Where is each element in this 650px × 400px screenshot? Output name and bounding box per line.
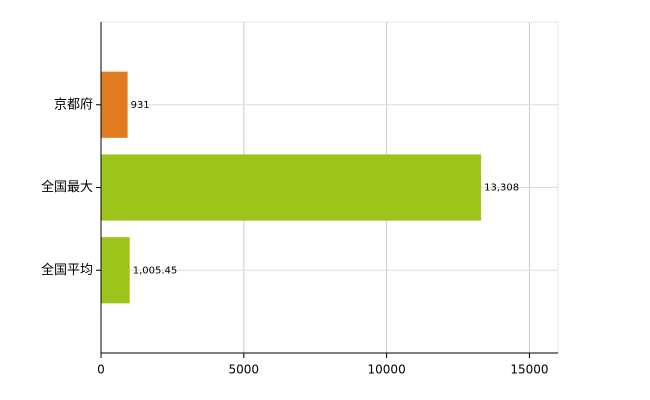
x-tick-label: 15000 [510, 363, 548, 377]
y-tick-label: 全国最大 [41, 179, 93, 195]
y-tick-label: 全国平均 [41, 262, 93, 278]
bar [101, 237, 130, 304]
x-tick-label: 0 [97, 363, 105, 377]
y-tick-label: 京都府 [54, 97, 93, 112]
bar [101, 154, 482, 221]
bar [101, 71, 128, 138]
value-label: 13,308 [484, 183, 519, 194]
x-tick-label: 10000 [368, 363, 406, 377]
x-tick-label: 5000 [229, 363, 260, 377]
value-label: 931 [131, 100, 150, 111]
value-label: 1,005.45 [133, 265, 178, 276]
